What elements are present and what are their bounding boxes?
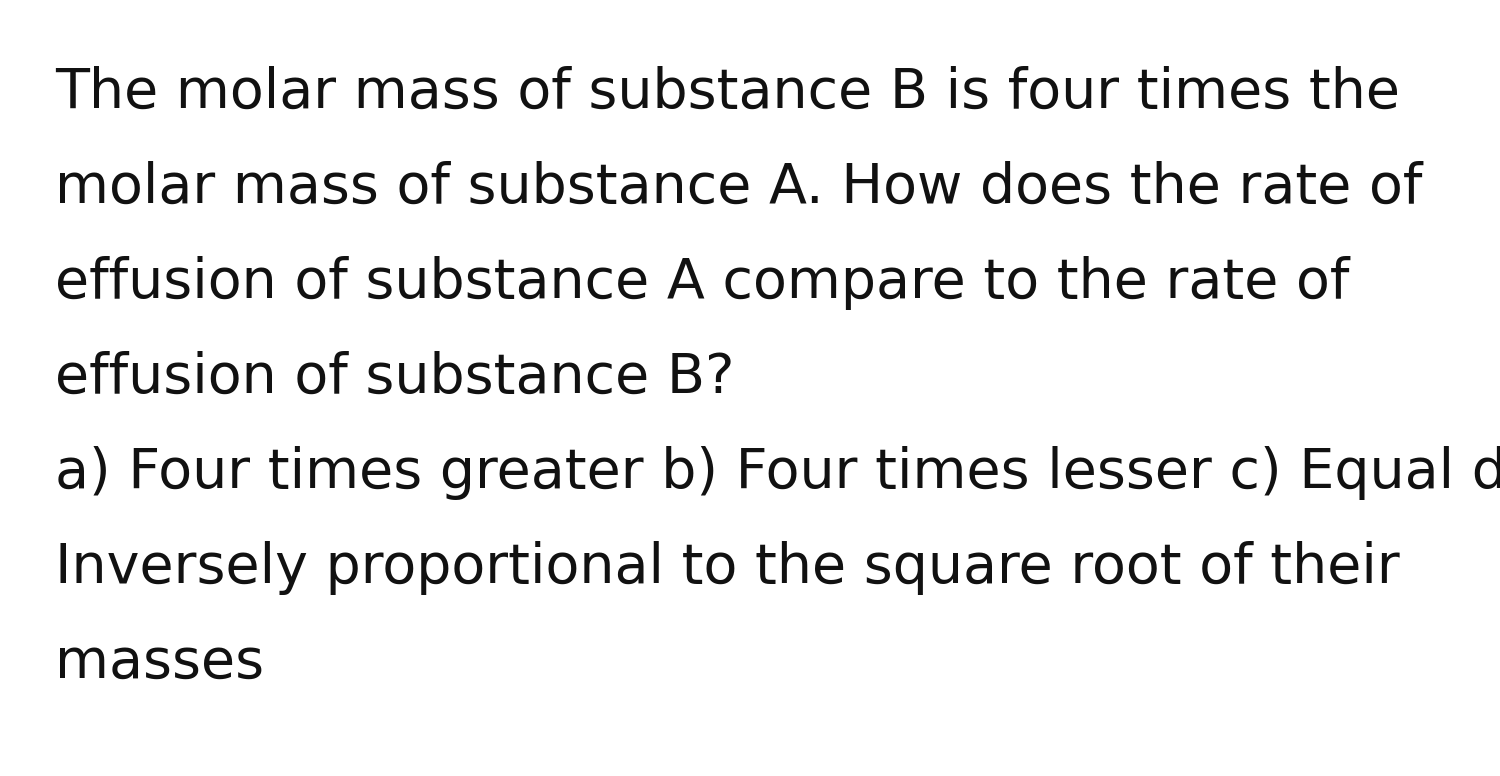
Text: The molar mass of substance B is four times the: The molar mass of substance B is four ti… — [56, 66, 1400, 120]
Text: a) Four times greater b) Four times lesser c) Equal d): a) Four times greater b) Four times less… — [56, 446, 1500, 500]
Text: effusion of substance A compare to the rate of: effusion of substance A compare to the r… — [56, 256, 1350, 310]
Text: Inversely proportional to the square root of their: Inversely proportional to the square roo… — [56, 541, 1400, 595]
Text: molar mass of substance A. How does the rate of: molar mass of substance A. How does the … — [56, 161, 1422, 215]
Text: effusion of substance B?: effusion of substance B? — [56, 351, 735, 405]
Text: masses: masses — [56, 636, 264, 690]
